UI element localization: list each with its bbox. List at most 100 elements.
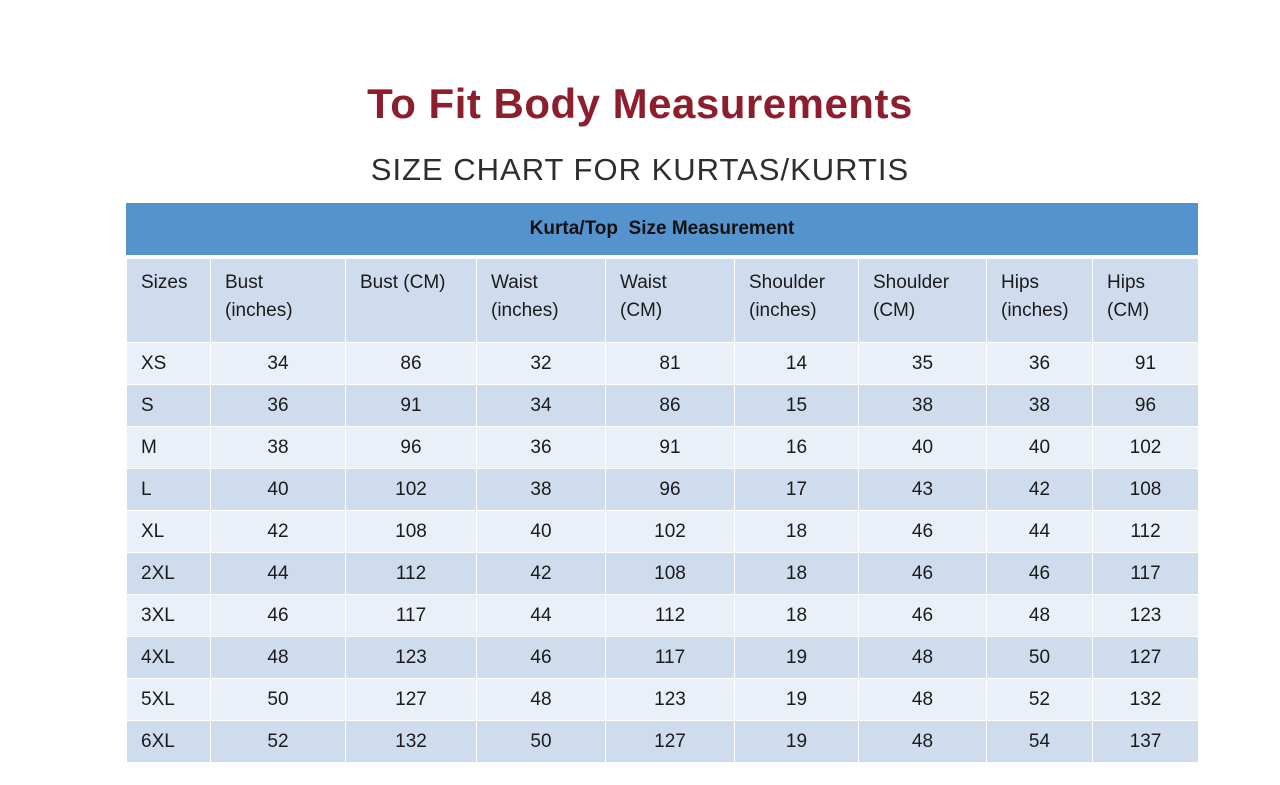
table-row: 4XL 48 123 46 117 19 48 50 127	[126, 636, 1199, 679]
measurement-cell: 54	[986, 720, 1093, 763]
measurement-cell: 14	[734, 342, 859, 385]
table-row: M 38 96 36 91 16 40 40 102	[126, 426, 1199, 469]
measurement-cell: 34	[476, 384, 606, 427]
table-row: XL 42 108 40 102 18 46 44 112	[126, 510, 1199, 553]
measurement-cell: 46	[858, 594, 987, 637]
measurement-cell: 36	[986, 342, 1093, 385]
measurement-cell: 46	[858, 552, 987, 595]
size-label: XL	[126, 510, 211, 553]
measurement-cell: 34	[210, 342, 346, 385]
measurement-cell: 32	[476, 342, 606, 385]
measurement-cell: 48	[476, 678, 606, 721]
measurement-cell: 48	[858, 720, 987, 763]
measurement-cell: 48	[210, 636, 346, 679]
measurement-cell: 46	[986, 552, 1093, 595]
measurement-cell: 91	[1092, 342, 1199, 385]
size-label: 3XL	[126, 594, 211, 637]
column-header: Hips (CM)	[1092, 258, 1199, 343]
measurement-cell: 16	[734, 426, 859, 469]
measurement-cell: 18	[734, 552, 859, 595]
measurement-cell: 40	[858, 426, 987, 469]
measurement-cell: 123	[345, 636, 477, 679]
size-label: S	[126, 384, 211, 427]
measurement-cell: 19	[734, 678, 859, 721]
column-header: Bust (CM)	[345, 258, 477, 343]
measurement-cell: 52	[210, 720, 346, 763]
page-title: To Fit Body Measurements	[367, 80, 913, 127]
page-subtitle: SIZE CHART FOR KURTAS/KURTIS	[370, 152, 910, 187]
measurement-cell: 44	[210, 552, 346, 595]
measurement-cell: 123	[605, 678, 735, 721]
measurement-cell: 42	[986, 468, 1093, 511]
measurement-cell: 38	[858, 384, 987, 427]
measurement-cell: 43	[858, 468, 987, 511]
measurement-cell: 36	[210, 384, 346, 427]
measurement-cell: 91	[605, 426, 735, 469]
measurement-cell: 19	[734, 636, 859, 679]
table-body: XS 34 86 32 81 14 35 36 91 S 36 91 34 86 15 38 38 96 M 38 96…	[126, 342, 1199, 763]
measurement-cell: 36	[476, 426, 606, 469]
measurement-cell: 19	[734, 720, 859, 763]
column-header: Shoulder (inches)	[734, 258, 859, 343]
measurement-cell: 50	[476, 720, 606, 763]
measurement-cell: 35	[858, 342, 987, 385]
size-chart: Kurta/Top Size Measurement Sizes Bust (in…	[126, 203, 1199, 763]
measurement-cell: 96	[345, 426, 477, 469]
size-label: L	[126, 468, 211, 511]
measurement-cell: 81	[605, 342, 735, 385]
measurement-cell: 108	[345, 510, 477, 553]
measurement-cell: 38	[476, 468, 606, 511]
measurement-cell: 42	[476, 552, 606, 595]
measurement-cell: 102	[1092, 426, 1199, 469]
measurement-cell: 38	[210, 426, 346, 469]
measurement-cell: 44	[476, 594, 606, 637]
column-header: Waist (inches)	[476, 258, 606, 343]
table-row: 5XL 50 127 48 123 19 48 52 132	[126, 678, 1199, 721]
measurement-cell: 46	[476, 636, 606, 679]
column-header: Bust (inches)	[210, 258, 346, 343]
measurement-cell: 86	[605, 384, 735, 427]
size-label: 4XL	[126, 636, 211, 679]
measurement-cell: 40	[986, 426, 1093, 469]
measurement-cell: 117	[1092, 552, 1199, 595]
measurement-cell: 17	[734, 468, 859, 511]
measurement-cell: 112	[1092, 510, 1199, 553]
measurement-cell: 123	[1092, 594, 1199, 637]
measurement-cell: 40	[476, 510, 606, 553]
measurement-cell: 46	[210, 594, 346, 637]
size-table: Sizes Bust (inches) Bust (CM) Waist (inches…	[126, 258, 1199, 763]
measurement-cell: 42	[210, 510, 346, 553]
measurement-cell: 117	[605, 636, 735, 679]
measurement-cell: 132	[1092, 678, 1199, 721]
measurement-cell: 38	[986, 384, 1093, 427]
table-row: 6XL 52 132 50 127 19 48 54 137	[126, 720, 1199, 763]
size-label: 6XL	[126, 720, 211, 763]
table-row: XS 34 86 32 81 14 35 36 91	[126, 342, 1199, 385]
size-label: 2XL	[126, 552, 211, 595]
measurement-cell: 102	[345, 468, 477, 511]
measurement-cell: 127	[345, 678, 477, 721]
measurement-cell: 18	[734, 510, 859, 553]
measurement-cell: 127	[605, 720, 735, 763]
measurement-cell: 86	[345, 342, 477, 385]
table-row: 2XL 44 112 42 108 18 46 46 117	[126, 552, 1199, 595]
measurement-cell: 96	[1092, 384, 1199, 427]
measurement-cell: 18	[734, 594, 859, 637]
measurement-cell: 117	[345, 594, 477, 637]
measurement-cell: 48	[858, 678, 987, 721]
size-label: XS	[126, 342, 211, 385]
measurement-cell: 50	[986, 636, 1093, 679]
measurement-cell: 112	[605, 594, 735, 637]
header-row: Sizes Bust (inches) Bust (CM) Waist (inches…	[126, 258, 1199, 343]
measurement-cell: 44	[986, 510, 1093, 553]
measurement-cell: 102	[605, 510, 735, 553]
measurement-cell: 40	[210, 468, 346, 511]
measurement-cell: 137	[1092, 720, 1199, 763]
measurement-cell: 48	[986, 594, 1093, 637]
column-header: Shoulder (CM)	[858, 258, 987, 343]
measurement-cell: 127	[1092, 636, 1199, 679]
column-header: Sizes	[126, 258, 211, 343]
measurement-cell: 50	[210, 678, 346, 721]
column-header: Waist (CM)	[605, 258, 735, 343]
measurement-cell: 48	[858, 636, 987, 679]
